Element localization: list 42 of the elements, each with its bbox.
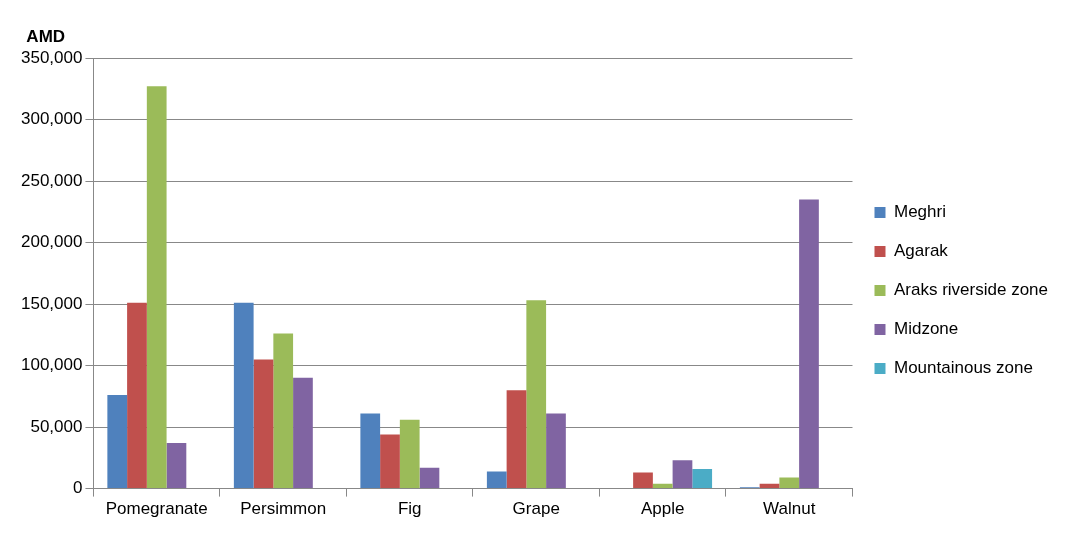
bar: [672, 460, 693, 489]
bar: [692, 468, 713, 489]
y-tick-label: 0: [72, 478, 83, 498]
bar: [419, 467, 440, 489]
bar: [799, 199, 819, 489]
x-tick-label: Apple: [640, 499, 685, 519]
legend-label: Mountainous zone: [894, 358, 1033, 378]
bar: [253, 359, 274, 489]
x-tick-label: Walnut: [763, 499, 816, 519]
x-tick-label: Persimmon: [240, 499, 327, 519]
bar: [652, 483, 673, 489]
bar: [273, 333, 294, 489]
bar: [486, 471, 507, 489]
x-tick-label: Pomegranate: [105, 499, 208, 519]
legend-label: Midzone: [894, 319, 959, 339]
y-tick-label: 250,000: [21, 170, 83, 190]
bar: [107, 395, 128, 489]
y-tick-label: 150,000: [21, 293, 83, 313]
y-axis-title: AMD: [26, 27, 66, 47]
legend-label: Agarak: [894, 241, 949, 261]
y-tick-label: 350,000: [21, 47, 83, 67]
legend-label: Meghri: [894, 202, 946, 222]
y-tick-label: 200,000: [21, 232, 83, 252]
x-tick-label: Grape: [512, 499, 560, 519]
bar: [233, 302, 254, 489]
y-tick-label: 100,000: [21, 355, 83, 375]
bar: [380, 434, 400, 489]
bar: [399, 419, 420, 489]
bar: [526, 300, 547, 489]
bar: [633, 472, 653, 489]
y-tick-label: 50,000: [30, 416, 83, 436]
bar: [779, 477, 800, 489]
bar: [546, 413, 566, 489]
bar: [293, 377, 313, 489]
bar: [506, 390, 527, 489]
bar: [146, 86, 167, 489]
bar: [166, 443, 187, 489]
bar: [360, 413, 381, 489]
x-tick-label: Fig: [397, 499, 422, 519]
y-tick-label: 300,000: [21, 109, 83, 129]
legend-label: Araks riverside zone: [894, 280, 1049, 300]
bar: [127, 302, 147, 489]
